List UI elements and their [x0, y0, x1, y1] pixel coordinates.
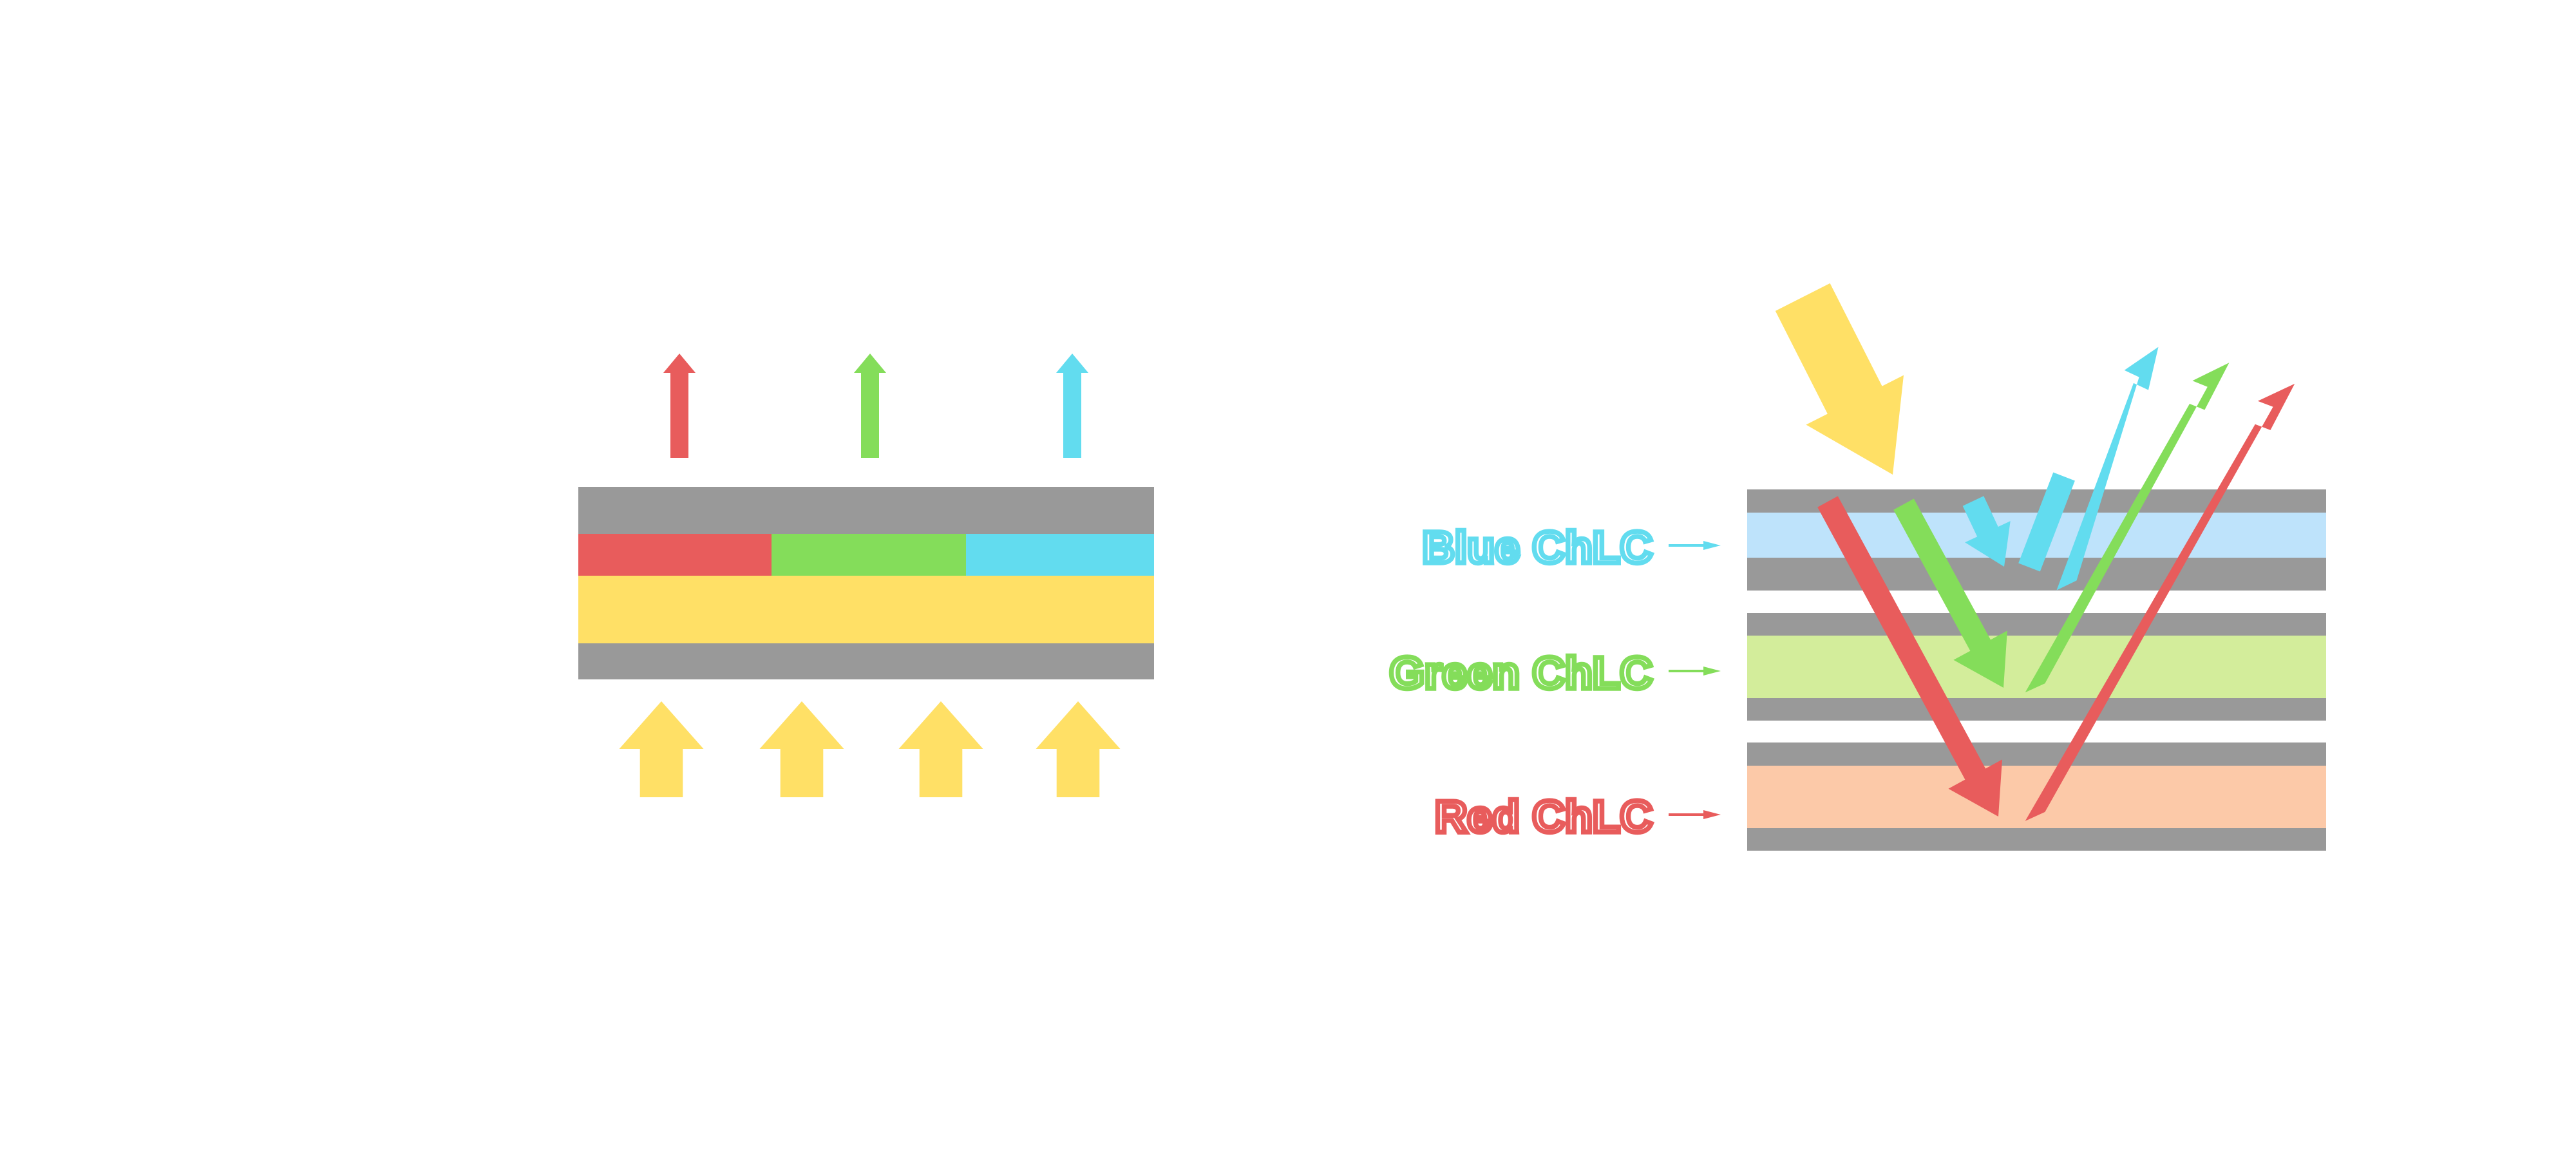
svg-text:Blue ChLC: Blue ChLC [1422, 522, 1653, 572]
svg-text:Red ChLC: Red ChLC [1435, 791, 1653, 842]
svg-text:Green ChLC: Green ChLC [1390, 648, 1653, 698]
